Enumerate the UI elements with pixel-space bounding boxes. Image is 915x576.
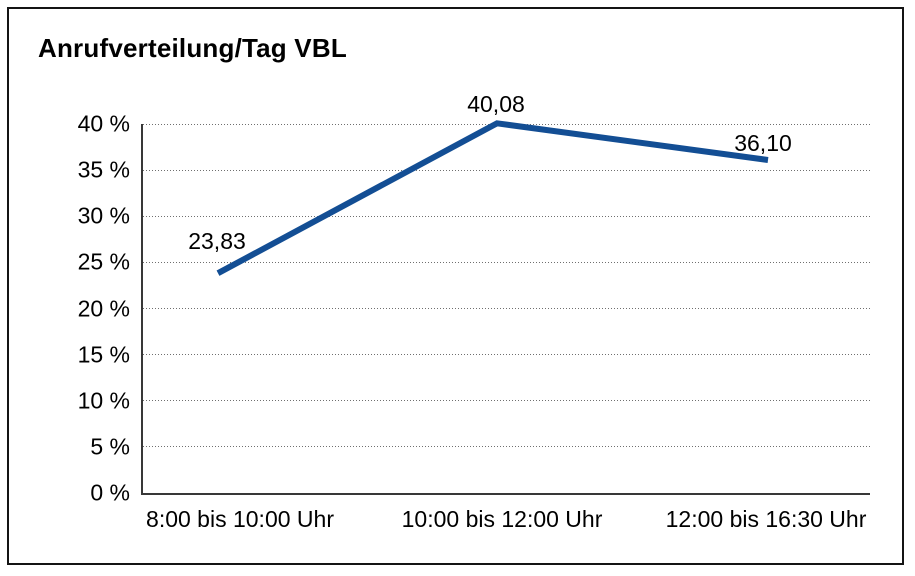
y-tick-label: 20 % bbox=[77, 295, 130, 321]
y-tick-label: 30 % bbox=[77, 202, 130, 229]
y-axis-line bbox=[141, 124, 143, 495]
gridline bbox=[143, 354, 870, 356]
gridline bbox=[143, 446, 870, 448]
gridline bbox=[143, 308, 870, 309]
y-tick-label: 25 % bbox=[77, 248, 130, 275]
x-category-label: 12:00 bis 16:30 Uhr bbox=[665, 506, 867, 532]
gridline bbox=[143, 261, 870, 263]
y-tick-label: 5 % bbox=[90, 433, 130, 460]
data-label: 40,08 bbox=[467, 91, 525, 117]
data-label: 23,83 bbox=[188, 228, 246, 254]
series-polyline bbox=[216, 120, 769, 276]
chart-title: Anrufverteilung/Tag VBL bbox=[38, 33, 347, 63]
x-category-label: 10:00 bis 12:00 Uhr bbox=[401, 506, 603, 532]
data-label: 36,10 bbox=[734, 130, 792, 156]
y-tick-label: 35 % bbox=[77, 156, 130, 183]
y-tick-label: 15 % bbox=[77, 341, 130, 368]
gridline bbox=[143, 400, 870, 402]
y-tick-label: 10 % bbox=[77, 387, 130, 414]
gridline bbox=[143, 169, 870, 171]
gridline bbox=[143, 215, 870, 217]
x-axis-line bbox=[141, 493, 870, 495]
gridline bbox=[143, 123, 870, 125]
y-tick-label: 0 % bbox=[90, 479, 130, 506]
y-tick-label: 40 % bbox=[77, 110, 130, 137]
x-category-label: 8:00 bis 10:00 Uhr bbox=[146, 506, 334, 532]
